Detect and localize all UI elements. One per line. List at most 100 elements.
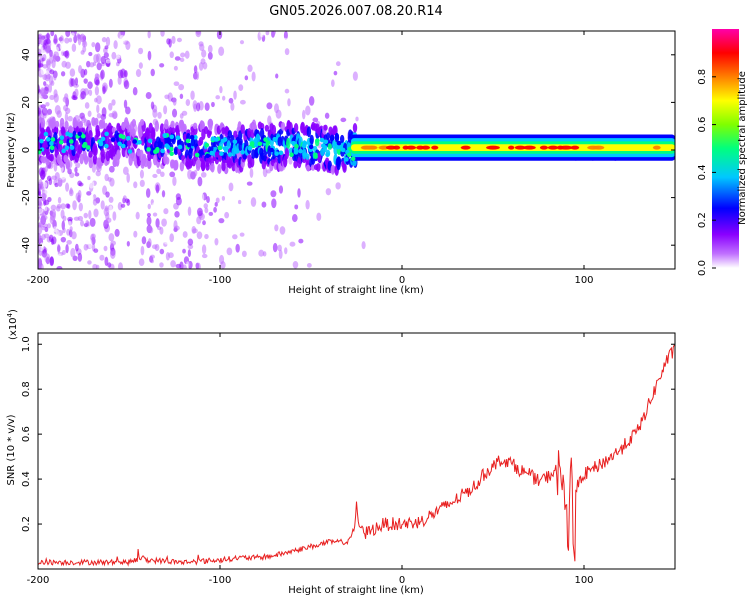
spectrogram-scatter-blob	[53, 36, 58, 45]
spectrogram-scatter-blob	[42, 193, 47, 199]
spectrogram-highlight	[39, 147, 45, 152]
spectrogram-highlight	[177, 144, 183, 150]
spectrogram-x-tick-label: -200	[27, 275, 50, 286]
spectrogram-scatter-blob	[180, 52, 186, 58]
spectrogram-band-cell	[64, 120, 69, 131]
spectrogram-scatter-blob	[200, 193, 205, 202]
spectrogram-peak	[539, 145, 549, 150]
spectrogram-scatter-blob	[42, 74, 48, 81]
spectrogram-highlight	[336, 140, 342, 146]
spectrogram-scatter-blob	[150, 68, 155, 77]
spectrogram-scatter-blob	[68, 37, 73, 43]
spectrogram-highlight	[323, 139, 329, 145]
spectrogram-band-cell	[210, 162, 215, 173]
spectrogram-band-cell	[306, 126, 312, 138]
spectrogram-scatter-blob	[40, 104, 46, 109]
snr-marks	[38, 344, 675, 567]
spectrogram-scatter-blob	[243, 118, 250, 129]
spectrogram-highlight	[186, 142, 192, 148]
spectrogram-scatter-blob	[305, 105, 311, 116]
spectrogram-scatter-blob	[196, 231, 203, 240]
spectrogram-peak	[522, 145, 536, 150]
spectrogram-scatter-blob	[69, 68, 76, 77]
spectrogram-scatter-blob	[297, 188, 301, 198]
spectrogram-scatter-blob	[108, 165, 115, 173]
spectrogram-scatter-blob	[196, 207, 203, 217]
spectrogram-scatter-blob	[41, 233, 46, 241]
spectrogram-peak	[514, 145, 526, 150]
spectrogram-scatter-blob	[77, 252, 83, 262]
snr-y-ticks: 0.2 0.4 0.6 0.8 1.0	[21, 336, 675, 532]
spectrogram-scatter-blob	[233, 90, 237, 100]
spectrogram-highlight	[65, 131, 70, 137]
spectrogram-band-cell	[53, 126, 59, 134]
spectrogram-scatter-blob	[56, 253, 62, 262]
spectrogram-scatter-blob	[193, 65, 198, 74]
spectrogram-scatter-blob	[182, 231, 188, 238]
spectrogram-scatter-blob	[70, 32, 75, 38]
spectrogram-scatter-blob	[141, 236, 147, 245]
spectrogram-band-cell	[88, 159, 94, 169]
spectrogram-scatter-blob	[208, 211, 214, 216]
spectrogram-scatter-blob	[74, 77, 79, 86]
spectrogram-scatter-blob	[100, 55, 106, 65]
spectrogram-scatter-blob	[146, 216, 152, 226]
spectrogram-band-cell	[151, 129, 156, 140]
spectrogram-scatter-blob	[104, 256, 109, 266]
spectrogram-scatter-blob	[275, 73, 279, 79]
spectrogram-highlight	[77, 131, 83, 137]
spectrogram-scatter-blob	[288, 156, 293, 165]
spectrogram-scatter-blob	[59, 41, 66, 51]
spectrogram-scatter-blob	[38, 212, 41, 218]
snr-y-multiplier-base: (x10	[8, 317, 19, 340]
spectrogram-scatter-blob	[126, 172, 130, 183]
spectrogram-band-cell	[187, 160, 193, 169]
spectrogram-highlight	[227, 152, 233, 157]
spectrogram-band-cell	[96, 130, 101, 137]
spectrogram-scatter-blob	[283, 201, 290, 207]
spectrogram-scatter-blob	[160, 171, 165, 178]
spectrogram-scatter-blob	[173, 65, 178, 71]
spectrogram-scatter-blob	[107, 262, 112, 268]
spectrogram-y-tick-label: -20	[21, 189, 32, 205]
spectrogram-band-cell	[310, 164, 316, 171]
spectrogram-band-cell	[286, 137, 291, 149]
spectrogram-scatter-blob	[77, 35, 82, 46]
spectrogram-scatter-blob	[200, 171, 207, 178]
spectrogram-highlight	[169, 151, 174, 157]
spectrogram-scatter-blob	[56, 216, 61, 223]
spectrogram-highlight	[59, 135, 65, 141]
spectrogram-scatter-blob	[102, 100, 108, 108]
spectrogram-scatter-blob	[64, 112, 69, 123]
spectrogram-x-tick-label: 100	[574, 275, 593, 286]
spectrogram-scatter-blob	[174, 56, 181, 61]
spectrogram-peak	[486, 145, 500, 150]
figure-title: GN05.2026.007.08.20.R14	[269, 4, 443, 19]
spectrogram-highlight	[49, 145, 55, 151]
spectrogram-highlight	[38, 149, 42, 155]
spectrogram-highlight	[49, 141, 54, 146]
spectrogram-scatter-blob	[198, 41, 204, 47]
spectrogram-scatter-blob	[238, 84, 244, 91]
spectrogram-scatter-blob	[65, 244, 69, 254]
spectrogram-scatter-blob	[96, 104, 100, 114]
spectrogram-scatter-blob	[56, 243, 61, 254]
spectrogram-scatter-blob	[138, 62, 143, 69]
spectrogram-scatter-blob	[123, 99, 128, 109]
spectrogram-scatter-blob	[112, 211, 117, 221]
spectrogram-scatter-blob	[239, 99, 246, 105]
spectrogram-scatter-blob	[71, 43, 77, 52]
spectrogram-band-cell	[131, 152, 136, 162]
spectrogram-scatter-blob	[138, 47, 144, 55]
spectrogram-scatter-blob	[38, 45, 44, 53]
spectrogram-scatter-blob	[52, 55, 57, 60]
spectrogram-scatter-blob	[181, 110, 188, 116]
spectrogram-scatter-blob	[139, 179, 145, 188]
snr-y-tick-label: 0.6	[21, 426, 32, 442]
spectrogram-scatter-blob	[39, 35, 45, 46]
spectrogram-scatter-blob	[122, 166, 129, 175]
spectrogram-peak	[431, 145, 439, 150]
spectrogram-scatter-blob	[239, 40, 245, 45]
spectrogram-scatter-blob	[100, 113, 107, 121]
spectrogram-scatter-blob	[160, 31, 165, 37]
